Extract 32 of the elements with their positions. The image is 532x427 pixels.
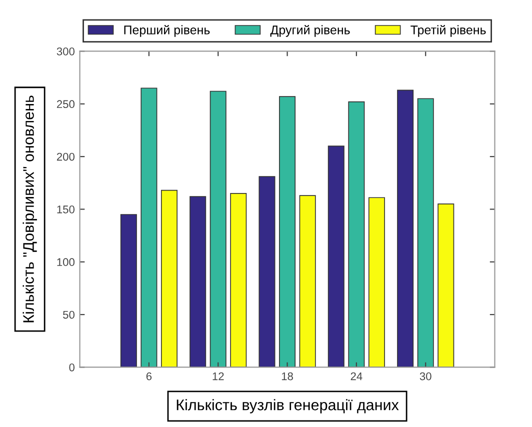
legend-label: Третій рівень [410, 24, 486, 37]
bar [299, 195, 316, 368]
x-tick-label: 30 [420, 372, 432, 380]
x-tick-label: 12 [212, 372, 224, 380]
x-tick-label: 24 [350, 372, 362, 380]
y-axis-title: Кількість "Довірливих" оновлень [22, 96, 37, 322]
bar [258, 176, 276, 368]
legend-label: Другий рівень [270, 24, 350, 37]
bar [279, 96, 296, 368]
y-tick-label: 100 [57, 258, 75, 266]
bar [190, 196, 206, 368]
bar [368, 197, 385, 368]
legend-label: Перший рівень [124, 24, 210, 37]
x-tick-label: 6 [146, 372, 152, 380]
bar [140, 88, 158, 368]
x-tick-label: 18 [282, 372, 293, 380]
y-tick-label: 200 [56, 152, 75, 161]
bar [160, 190, 178, 368]
bar [328, 146, 344, 368]
bar [397, 90, 414, 368]
bar [438, 204, 454, 368]
bar [120, 214, 137, 368]
y-tick-label: 50 [63, 310, 75, 319]
y-tick-label: 0 [69, 363, 75, 372]
y-tick-label: 250 [56, 100, 75, 108]
x-axis-title: Кількість вузлів генерації даних [176, 399, 399, 414]
bar [210, 90, 226, 368]
y-tick-label: 300 [56, 48, 75, 56]
bar [348, 101, 365, 368]
y-tick-label: 150 [57, 205, 75, 214]
bar [230, 193, 247, 368]
bar [417, 98, 434, 368]
